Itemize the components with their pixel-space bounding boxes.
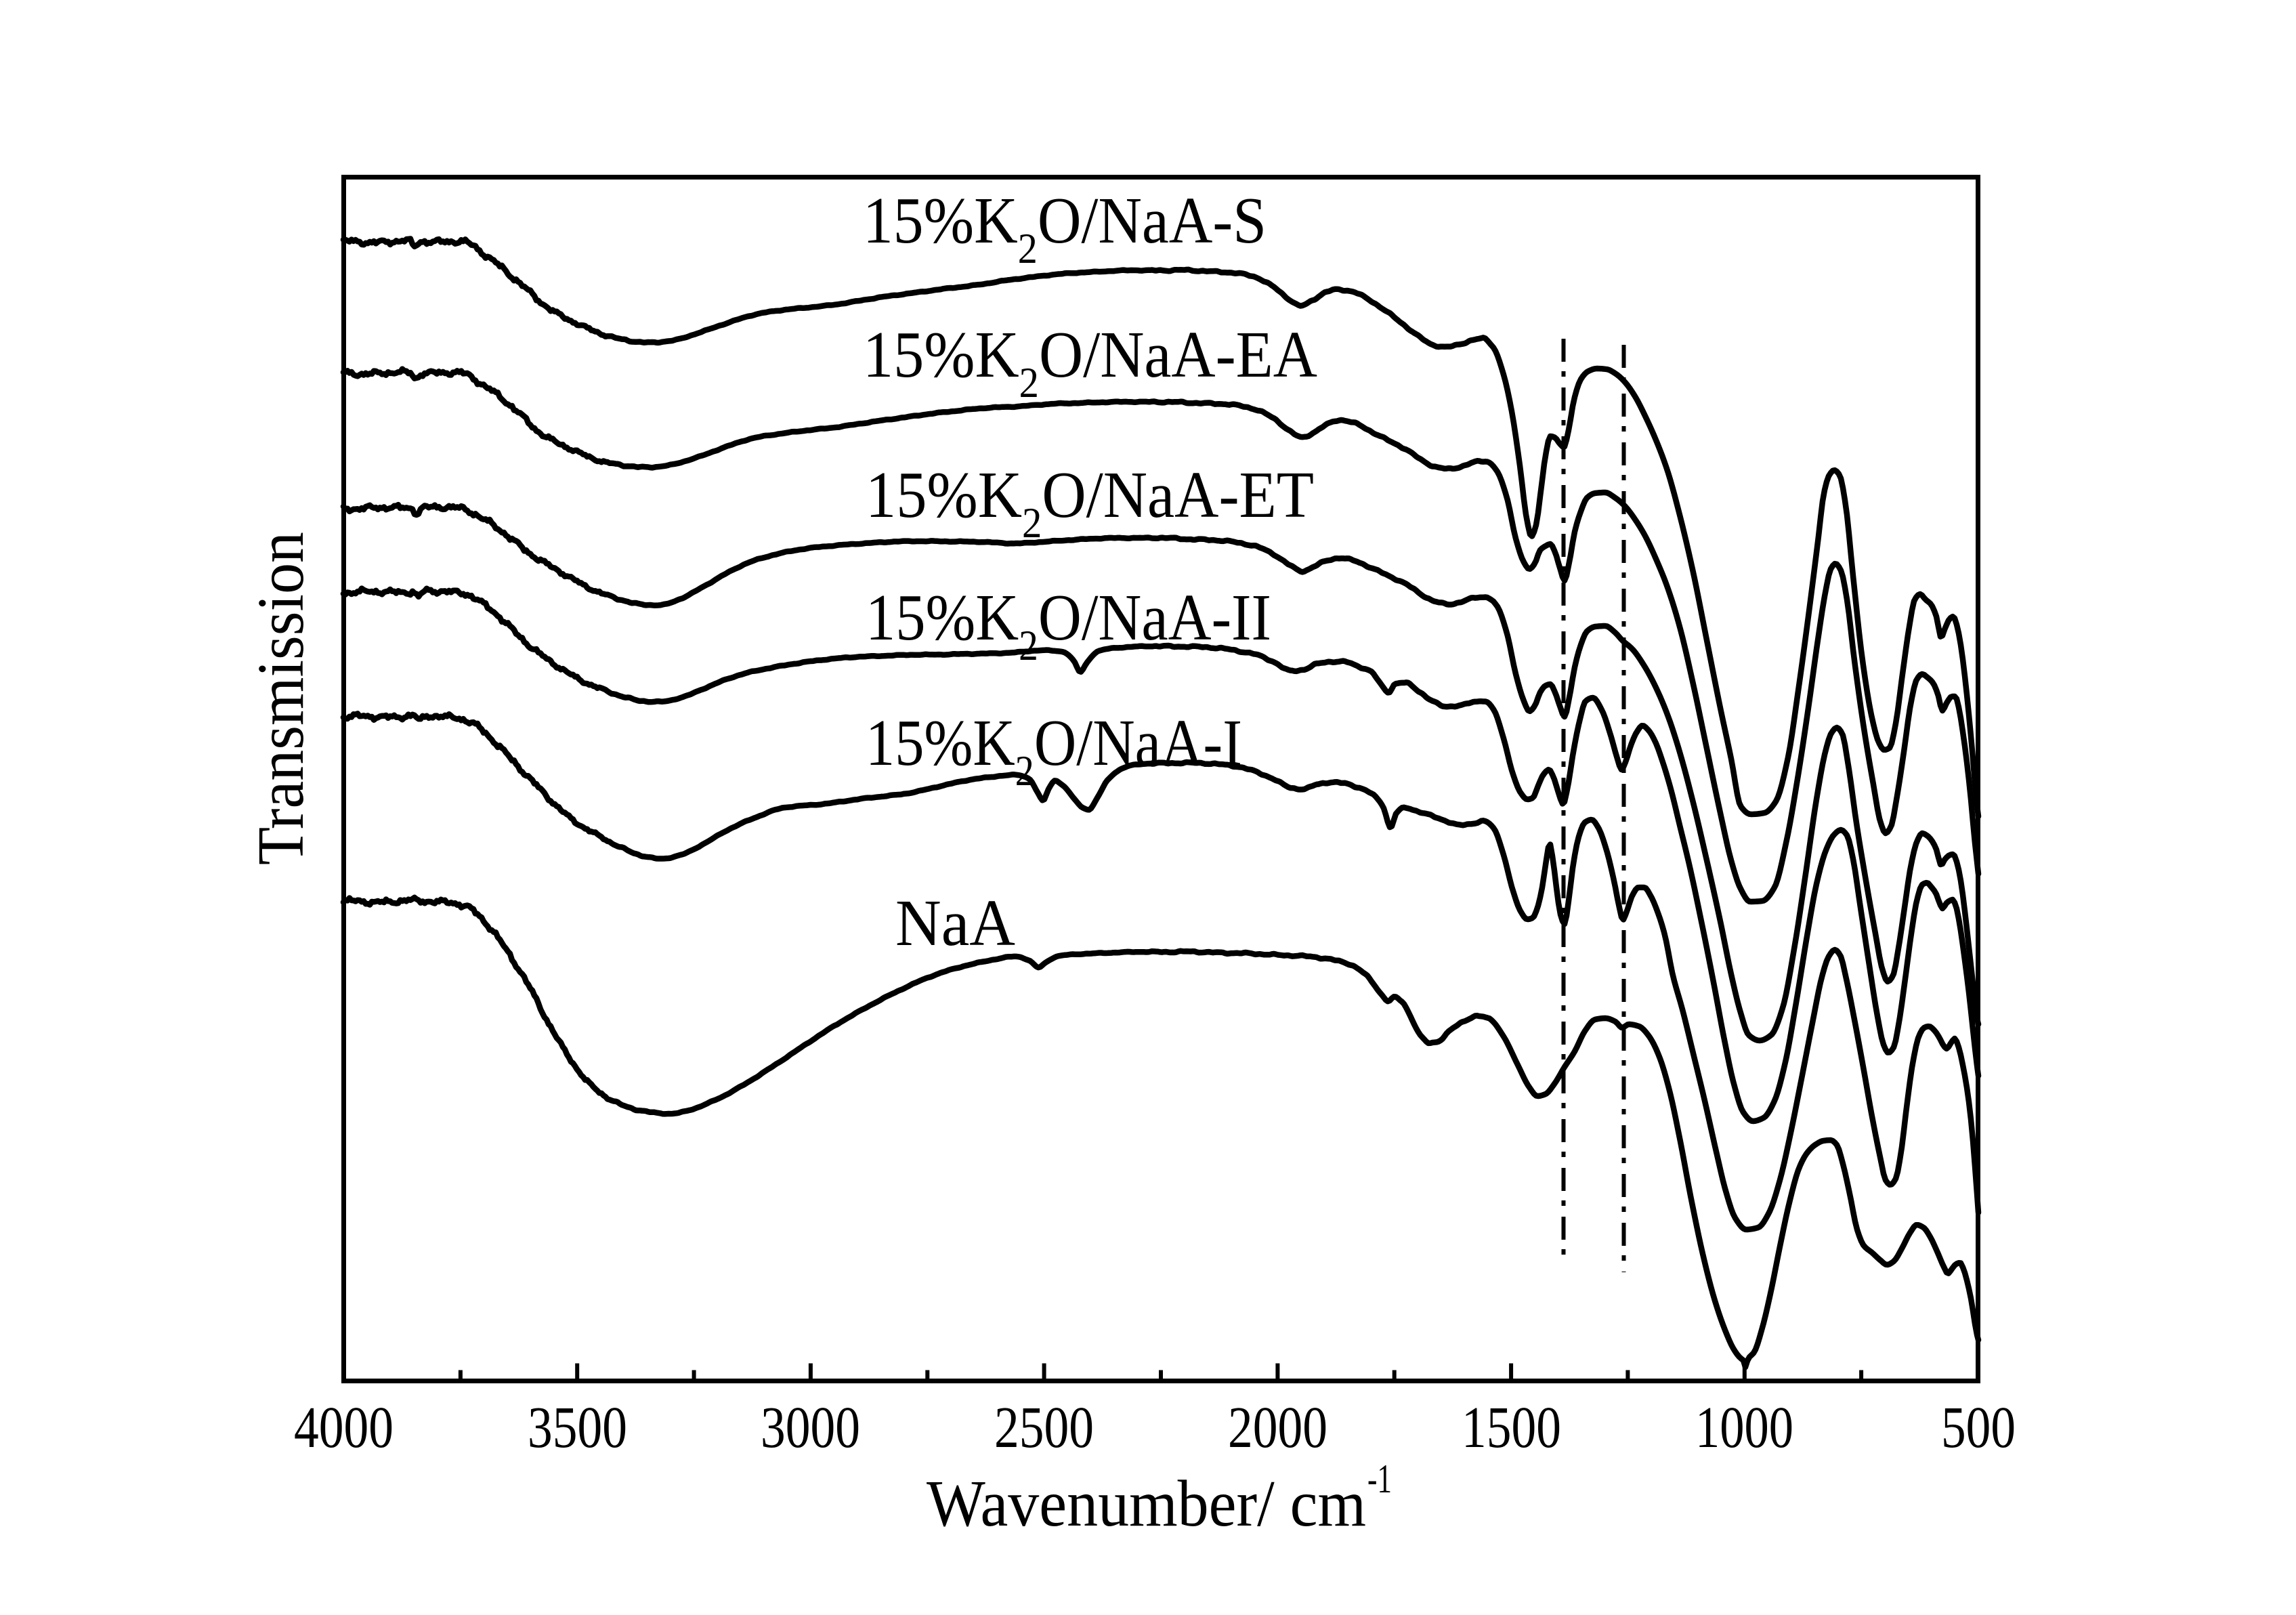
svg-text:1000: 1000 <box>1695 1394 1793 1460</box>
svg-text:NaA: NaA <box>895 887 1015 959</box>
svg-text:-1: -1 <box>1367 1456 1392 1501</box>
svg-text:4000: 4000 <box>294 1394 394 1460</box>
svg-text:3500: 3500 <box>528 1394 627 1460</box>
svg-text:2000: 2000 <box>1228 1394 1327 1460</box>
svg-text:500: 500 <box>1941 1394 2016 1460</box>
svg-text:3000: 3000 <box>761 1394 860 1460</box>
svg-text:Transmission: Transmission <box>245 532 317 865</box>
svg-text:Wavenumber/ cm: Wavenumber/ cm <box>927 1467 1366 1540</box>
svg-text:1500: 1500 <box>1462 1394 1561 1460</box>
svg-text:2500: 2500 <box>994 1394 1094 1460</box>
